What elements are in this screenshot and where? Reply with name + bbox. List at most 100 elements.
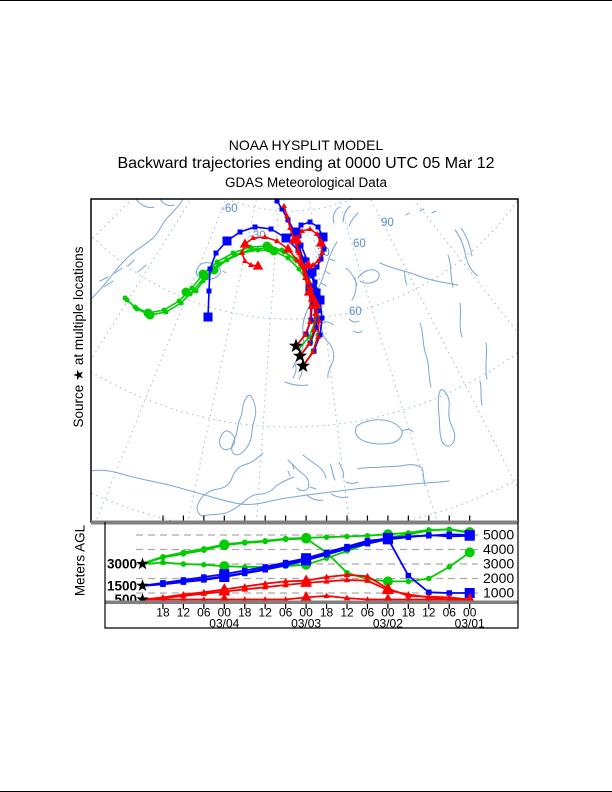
trajectory-marker-square [464,588,475,598]
trajectory-marker-triangle [218,585,231,596]
hour-tick-label: 00 [463,606,477,620]
grid-label: -60 [221,203,238,215]
trajectory-marker-square [308,317,314,323]
trajectory-marker-circle [201,546,207,552]
trajectory-marker-circle [224,257,230,263]
start-height-label: 1500 [107,578,137,593]
start-height-label: 3000 [107,557,137,572]
grid-label: -30 [249,230,266,242]
trajectory-marker-circle [255,247,261,253]
map-trajectory-green-3000m-c [126,245,317,351]
graticule-meridian [95,199,227,522]
coast-turkey [357,464,426,486]
date-tick-label: 03/03 [291,617,321,631]
trajectory-marker-square [446,533,452,540]
coast-scandinavia [292,241,338,369]
trajectory-marker-circle [262,538,268,544]
trajectory-marker-square [274,199,280,204]
trajectory-marker-square [296,243,302,249]
map-source-stars [288,338,311,373]
right-axis-label: 1000 [483,585,514,601]
graticule-parallel [91,352,518,428]
graticule-meridian [91,199,192,360]
coast-mediterranean [275,454,359,492]
date-tick-label: 03/02 [373,617,403,631]
profile-top-bar [91,520,518,525]
start-height-star [136,593,149,605]
graticule-meridian [187,199,257,522]
right-axis-label: 3000 [483,556,514,572]
trajectory-marker-circle [214,259,220,265]
trajectory-marker-square [405,534,412,540]
trajectory-marker-circle [180,549,187,556]
hour-tick-label: 18 [320,606,334,620]
trajectory-marker-circle [198,269,208,279]
trajectory-marker-square [242,570,248,577]
trajectory-marker-square [282,559,289,566]
hour-tick-label: 12 [259,606,273,620]
trajectory-marker-triangle [306,278,312,284]
trajectory-marker-triangle [364,572,371,579]
trajectory-marker-triangle [306,340,312,346]
trajectory-marker-square [446,590,452,596]
trajectory-marker-triangle [308,303,314,309]
trajectory-marker-circle [201,561,207,568]
trajectory-marker-triangle [274,237,280,243]
coast-france-iberia [196,452,277,517]
trajectory-marker-triangle [282,596,289,602]
trajectory-marker-triangle [242,257,248,263]
trajectory-marker-square [252,224,258,230]
coast-africa [91,469,450,505]
trajectory-marker-square [237,229,243,235]
trajectory-marker-square [307,267,317,277]
trajectory-marker-triangle [262,233,268,239]
trajectory-marker-circle [262,241,272,251]
trajectory-marker-triangle [405,591,412,597]
trajectory-marker-circle [405,578,412,585]
coast-greenland [91,199,184,300]
trajectory-marker-triangle [282,577,289,584]
date-tick-label: 03/01 [455,617,485,631]
trajectory-marker-square [323,549,330,556]
trajectory-marker-triangle [323,592,330,599]
trajectory-marker-square [321,246,327,252]
run-title: Backward trajectories ending at 0000 UTC… [117,155,495,172]
trajectory-marker-square [281,233,291,243]
right-axis-label: 5000 [483,527,514,543]
trajectory-marker-square [160,580,166,586]
hour-tick-label: 12 [340,606,354,620]
trajectory-marker-circle [296,266,302,272]
trajectory-marker-triangle [262,596,269,602]
trajectory-marker-circle [230,250,236,256]
trajectory-marker-triangle [315,333,321,339]
trajectory-marker-triangle [300,591,312,602]
trajectory-marker-square [364,540,371,547]
trajectory-marker-circle [219,539,230,550]
met-data-title: GDAS Meteorological Data [224,175,388,190]
trajectory-marker-square [307,219,313,225]
map-graticule [91,199,518,522]
trajectory-marker-square [304,270,310,276]
trajectory-marker-square [298,222,304,228]
trajectory-marker-circle [160,554,166,560]
trajectory-marker-square [207,266,213,272]
hour-tick-label: 00 [381,606,395,620]
trajectory-marker-circle [200,278,206,284]
trajectory-marker-square [279,206,285,212]
hour-tick-label: 06 [361,606,375,620]
profile-ground-bar [105,600,518,604]
trajectory-marker-triangle [248,261,254,267]
source-star [288,338,304,353]
graticule-meridian [308,199,350,522]
trajectory-marker-triangle [159,596,167,602]
hour-tick-label: 00 [299,606,313,620]
trajectory-marker-circle [132,304,138,310]
start-height-label: 500 [114,592,137,607]
trajectory-marker-square [292,229,302,239]
trajectory-marker-triangle [364,577,371,583]
trajectory-marker-triangle [252,260,264,270]
trajectory-marker-circle [426,575,432,582]
hour-tick-label: 06 [279,606,293,620]
hour-tick-label: 12 [177,606,191,620]
trajectory-marker-square [262,564,268,570]
